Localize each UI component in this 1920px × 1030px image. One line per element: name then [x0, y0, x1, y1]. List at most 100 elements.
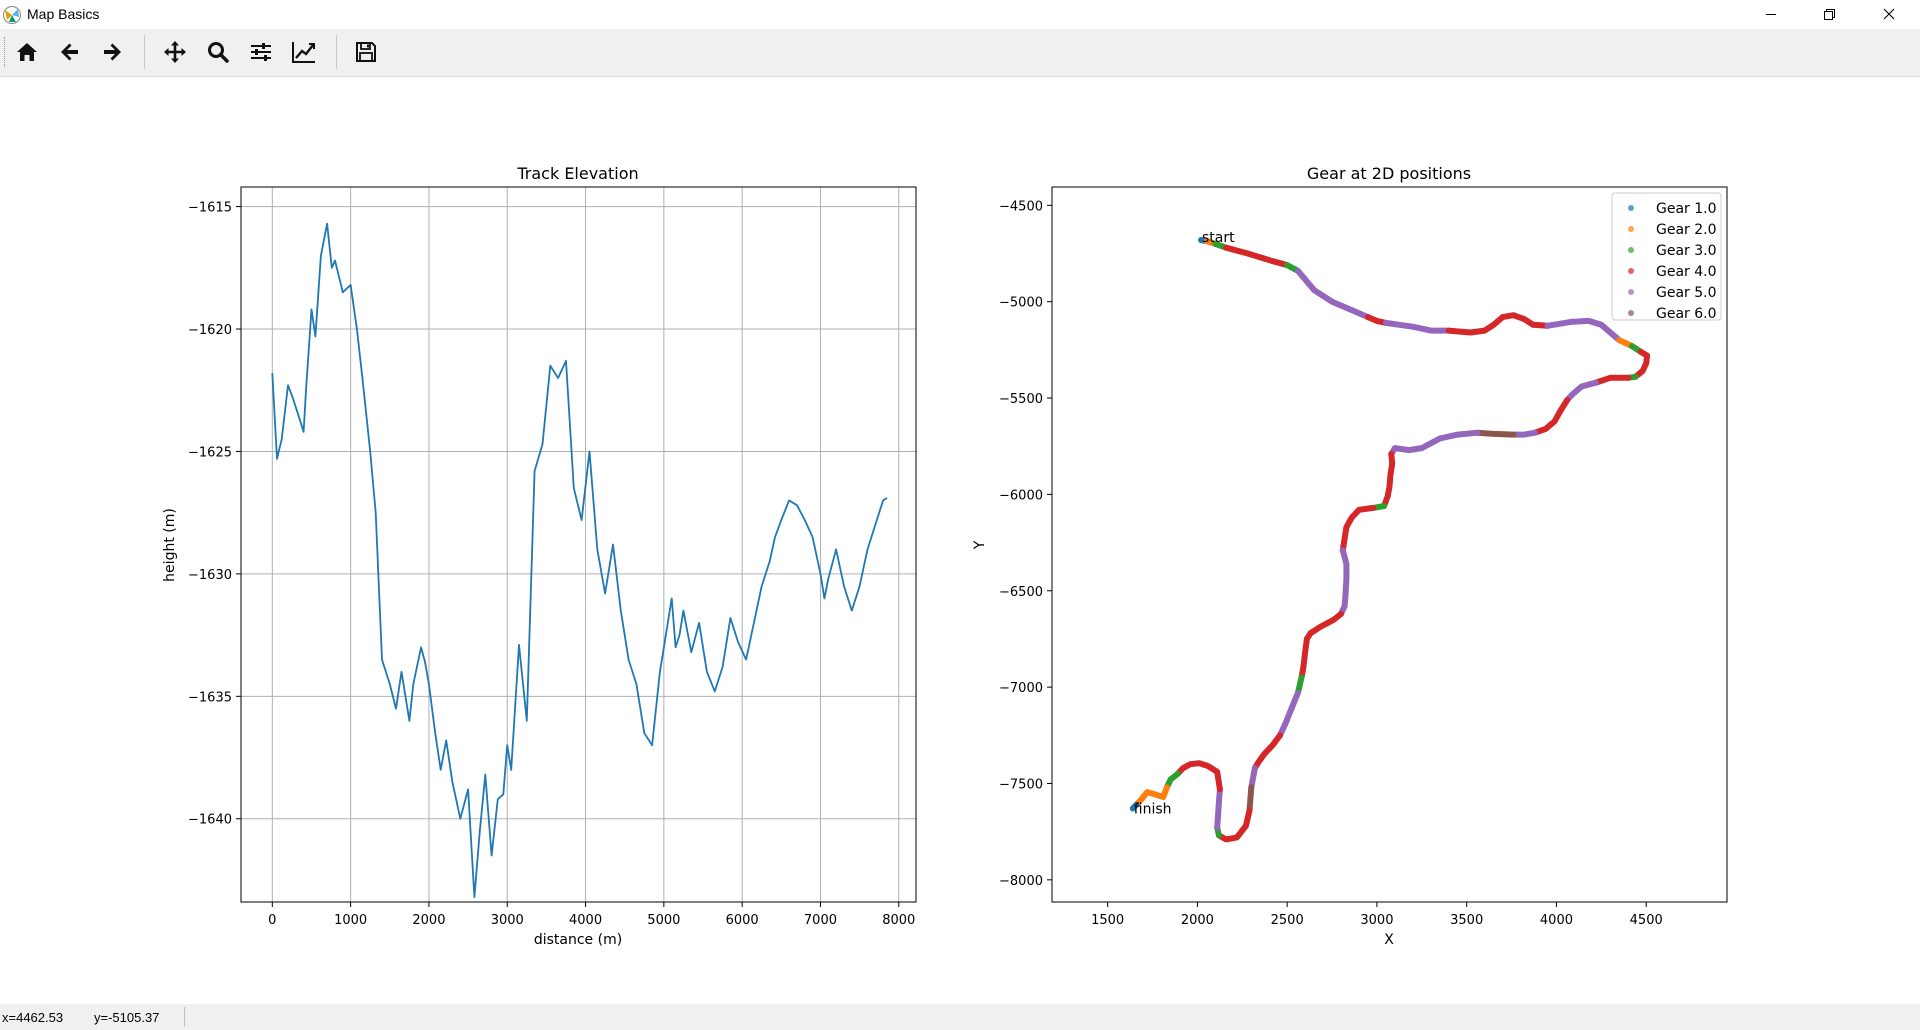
gear-xtick-label: 2000 [1181, 913, 1214, 928]
elevation-ylabel: height (m) [162, 508, 178, 582]
elevation-xtick-label: 6000 [726, 913, 759, 928]
gear-4-track-segment [1592, 374, 1632, 386]
elevation-title: Track Elevation [516, 164, 638, 183]
gear-4-track-segment [1216, 807, 1253, 843]
gear-4-track-segment [1174, 760, 1223, 793]
legend-box [1611, 192, 1722, 321]
elevation-ytick-label: −1615 [188, 201, 232, 216]
restore-button[interactable] [1806, 0, 1852, 29]
gear-6-track-segment [1474, 429, 1517, 438]
gear-5-track-segment [1564, 379, 1599, 403]
gear-xtick-label: 1500 [1091, 913, 1124, 928]
gear-ylabel: Y [972, 540, 988, 550]
status-bar: x=4462.53 y=-5105.37 [0, 1004, 1920, 1030]
line-chart-icon [292, 42, 315, 63]
elevation-grid [241, 187, 916, 902]
legend-marker-gear-3 [1628, 247, 1634, 253]
gear-yticks: −4500 −5000 −5500 −6000 −6500 −7000 −7500 −8000 [999, 199, 1052, 889]
arrow-right-icon [104, 43, 121, 61]
gear-ytick-label: −4500 [999, 199, 1043, 214]
sliders-icon [251, 43, 271, 61]
elevation-xtick-label: 1000 [334, 913, 367, 928]
minimize-button[interactable] [1748, 0, 1794, 29]
elevation-ytick-label: −1630 [188, 568, 232, 583]
elevation-xtick-label: 2000 [412, 913, 445, 928]
gear-1-track-segment [1129, 801, 1140, 812]
floppy-disk-icon [356, 42, 376, 62]
home-button[interactable] [9, 34, 45, 70]
gear-6-track-segment [1246, 784, 1255, 814]
gear-axes[interactable]: Gear at 2D positions start finish 1500 20… [972, 164, 1728, 948]
elevation-xticks: 0 1000 2000 3000 4000 5000 6000 7000 8000 [268, 902, 915, 928]
elevation-xtick-label: 4000 [569, 913, 602, 928]
gear-4-track-segment [1251, 732, 1283, 772]
legend-label-gear-5: Gear 5.0 [1656, 285, 1717, 301]
elevation-axes[interactable]: Track Elevation 0 1000 2000 3000 4000 5000 600… [162, 164, 917, 948]
gear-xtick-label: 4000 [1540, 913, 1573, 928]
gear-4-track-segment [1223, 244, 1291, 269]
gear-5-track-segment [1510, 429, 1538, 438]
close-button[interactable] [1866, 0, 1912, 29]
save-button[interactable] [348, 34, 384, 70]
elevation-ytick-label: −1620 [188, 323, 232, 338]
legend-label-gear-6: Gear 6.0 [1656, 306, 1717, 322]
elevation-xtick-label: 3000 [491, 913, 524, 928]
gear-5-track-segment [1294, 267, 1371, 321]
elevation-xtick-label: 8000 [882, 913, 915, 928]
gear-xtick-label: 3500 [1450, 913, 1483, 928]
elevation-ytick-label: −1640 [188, 813, 232, 828]
gear-5-track-segment [1544, 317, 1623, 344]
gear-ytick-label: −5500 [999, 392, 1043, 407]
gear-4-track-segment [1365, 314, 1389, 326]
legend-marker-gear-2 [1628, 226, 1634, 232]
move-icon [164, 41, 186, 63]
start-annotation: start [1202, 230, 1235, 246]
legend-label-gear-1: Gear 1.0 [1656, 201, 1717, 217]
gear-legend[interactable]: Gear 1.0 Gear 2.0 Gear 3.0 Gear 4.0 Gear 5.0… [1611, 192, 1722, 322]
gear-xlabel: X [1384, 932, 1394, 948]
figure-canvas[interactable]: Track Elevation 0 1000 2000 3000 4000 5000 600… [0, 77, 1920, 1004]
legend-marker-gear-1 [1628, 205, 1634, 211]
gear-4-track-segment [1531, 397, 1571, 436]
elevation-plot-frame [240, 186, 917, 903]
legend-marker-gear-4 [1628, 268, 1634, 274]
elevation-xtick-label: 0 [268, 913, 276, 928]
elevation-xtick-label: 7000 [804, 913, 837, 928]
window-title: Map Basics [27, 6, 100, 22]
toolbar-separator [336, 35, 337, 69]
edit-axes-button[interactable] [285, 34, 321, 70]
magnifier-icon [208, 42, 229, 63]
elevation-xtick-label: 5000 [647, 913, 680, 928]
gear-xtick-label: 4500 [1630, 913, 1663, 928]
gear-5-track-segment [1277, 689, 1301, 739]
gear-ytick-label: −7500 [999, 777, 1043, 792]
gear-4-track-segment [1445, 312, 1551, 336]
gear-plot-frame [1051, 186, 1728, 903]
elevation-ytick-label: −1635 [188, 690, 232, 705]
gear-5-track-segment [1338, 547, 1350, 617]
back-button[interactable] [52, 34, 88, 70]
legend-label-gear-2: Gear 2.0 [1656, 222, 1717, 238]
zoom-button[interactable] [200, 34, 236, 70]
cursor-x-readout: x=4462.53 [2, 1010, 64, 1025]
gear-ytick-label: −6500 [999, 585, 1043, 600]
gear-4-track-segment [1298, 635, 1310, 681]
title-bar: Map Basics [0, 0, 1920, 29]
elevation-ytick-label: −1625 [188, 445, 232, 460]
gear-track [1129, 237, 1651, 843]
gear-5-track-segment [1248, 765, 1258, 791]
cursor-y-readout: y=-5105.37 [94, 1010, 160, 1025]
gear-4-track-segment [1339, 504, 1377, 554]
gear-4-track-segment [1303, 610, 1344, 642]
restore-icon [1824, 9, 1835, 20]
pan-button[interactable] [157, 34, 193, 70]
gear-ytick-label: −6000 [999, 488, 1043, 503]
elevation-line [271, 222, 888, 898]
forward-button[interactable] [94, 34, 130, 70]
elevation-xlabel: distance (m) [534, 932, 622, 948]
matplotlib-figure-icon [3, 6, 21, 24]
gear-4-track-segment [1381, 450, 1396, 509]
status-divider [184, 1007, 185, 1027]
gear-5-track-segment [1388, 429, 1481, 457]
subplots-button[interactable] [243, 34, 279, 70]
